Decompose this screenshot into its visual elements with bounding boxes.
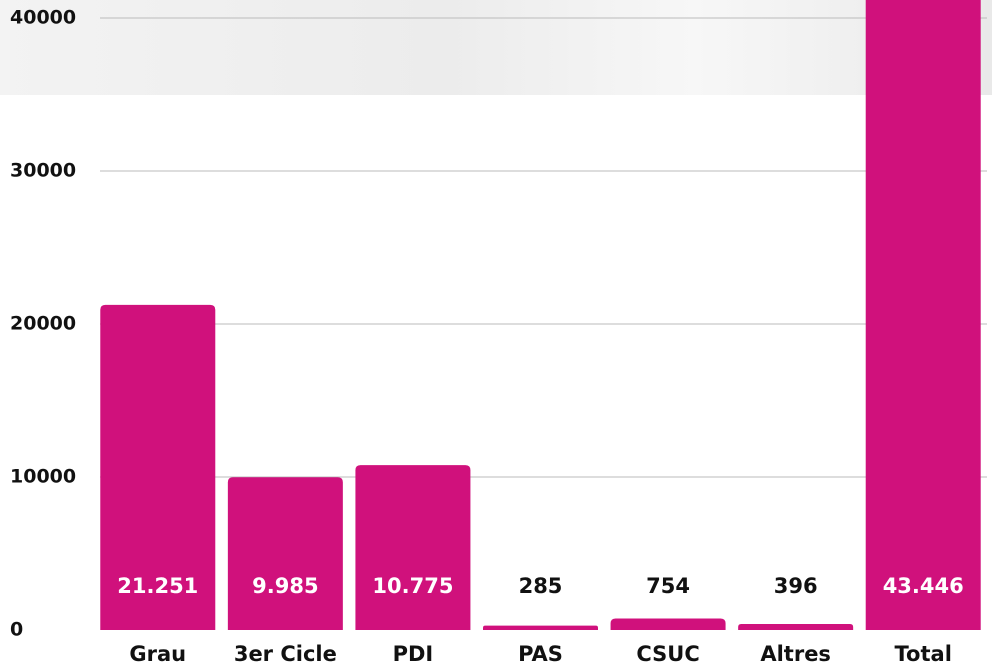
bar (483, 626, 598, 630)
bar (611, 618, 726, 630)
y-tick-label: 30000 (10, 160, 76, 182)
y-tick-label: 10000 (10, 466, 76, 488)
x-tick-label: PDI (393, 642, 434, 666)
x-tick-label: Grau (129, 642, 186, 666)
y-tick-label: 20000 (10, 313, 76, 335)
y-tick-label: 40000 (10, 7, 76, 29)
page: {"chart_data": {"type": "bar", "categori… (0, 0, 992, 669)
value-label: 10.775 (372, 574, 453, 598)
x-tick-label: Total (895, 642, 952, 666)
header-background (0, 0, 992, 95)
bar (738, 624, 853, 630)
y-tick-label: 0 (10, 619, 23, 641)
x-tick-label: CSUC (636, 642, 699, 666)
chart: 0 10000 20000 30000 40000 Grau 21.251 3er Cicle… (0, 0, 992, 669)
value-label: 43.446 (883, 574, 964, 598)
x-tick-label: Altres (760, 642, 831, 666)
x-tick-label: PAS (518, 642, 563, 666)
bar (355, 465, 470, 630)
bar (866, 0, 981, 630)
bar (228, 477, 343, 630)
value-label: 21.251 (117, 574, 198, 598)
value-label: 754 (646, 574, 690, 598)
value-label: 396 (774, 574, 818, 598)
value-label: 9.985 (252, 574, 318, 598)
x-tick-label: 3er Cicle (234, 642, 337, 666)
value-label: 285 (519, 574, 563, 598)
